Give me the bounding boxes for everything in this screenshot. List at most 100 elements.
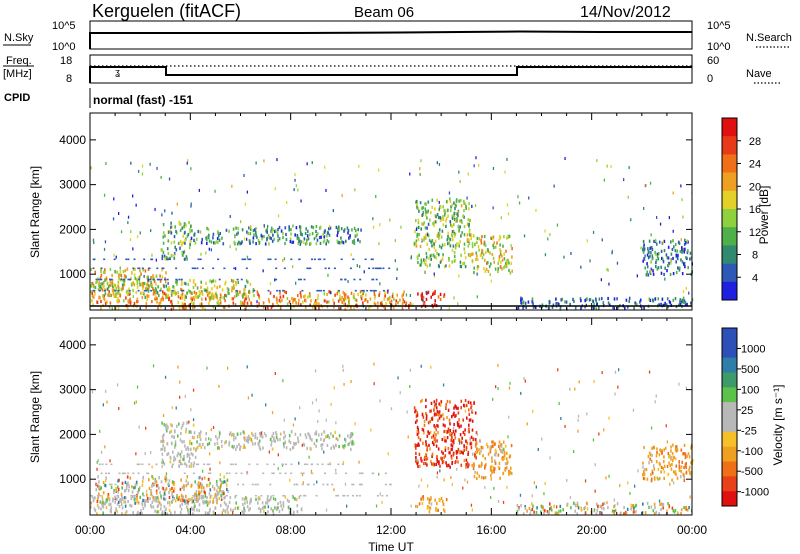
velocity-echo-cell: [595, 512, 598, 516]
velocity-echo-cell: [421, 398, 423, 403]
power-echo-cell: [467, 244, 470, 248]
velocity-echo-cell: [678, 468, 681, 472]
power-scatter-cell: [504, 170, 506, 174]
power-echo-cell: [455, 204, 457, 208]
power-echo-cell: [527, 300, 530, 304]
velocity-streak-cell: [381, 494, 384, 497]
power-echo-cell: [244, 297, 247, 301]
velocity-echo-cell: [236, 445, 238, 449]
velocity-streak-cell: [228, 472, 231, 475]
velocity-scatter-cell: [157, 510, 159, 514]
power-echo-cell: [150, 276, 152, 280]
power-echo-cell: [480, 238, 482, 242]
velocity-echo-cell: [173, 497, 176, 501]
power-echo-cell: [318, 306, 320, 310]
power-echo-cell: [508, 234, 511, 238]
power-echo-cell: [469, 218, 471, 222]
velocity-streak-cell: [331, 483, 334, 486]
power-echo-cell: [170, 299, 173, 304]
power-echo-cell: [647, 256, 650, 260]
power-echo-cell: [196, 295, 198, 299]
velocity-echo-cell: [215, 434, 217, 439]
power-echo-cell: [332, 298, 334, 302]
power-echo-cell: [675, 253, 678, 257]
power-echo-cell: [94, 292, 96, 296]
power-echo-cell: [233, 295, 236, 299]
velocity-echo-cell: [186, 446, 189, 450]
power-echo-cell: [193, 305, 196, 309]
power-echo-cell: [185, 224, 187, 228]
power-scatter-cell: [659, 240, 661, 244]
velocity-echo-cell: [219, 488, 221, 492]
velocity-streak-cell: [334, 472, 337, 475]
power-echo-cell: [374, 294, 376, 298]
power-echo-cell: [91, 282, 94, 286]
velocity-echo-cell: [451, 440, 454, 444]
velocity-colorbar-swatch: [722, 446, 737, 462]
velocity-echo-cell: [425, 414, 428, 418]
velocity-streak-cell: [352, 483, 355, 486]
velocity-echo-cell: [452, 451, 455, 455]
power-echo-cell: [170, 290, 173, 294]
velocity-echo-cell: [472, 467, 475, 471]
power-scatter-cell: [274, 278, 276, 282]
velocity-echo-cell: [271, 447, 274, 451]
velocity-echo-cell: [657, 467, 660, 471]
velocity-echo-cell: [272, 512, 275, 516]
power-echo-cell: [315, 302, 317, 306]
velocity-echo-cell: [268, 499, 270, 503]
velocity-streak-cell: [206, 483, 209, 486]
velocity-echo-cell: [252, 442, 254, 446]
power-streak-cell: [323, 258, 326, 261]
x-axis-label: Time UT: [368, 540, 414, 554]
power-echo-cell: [679, 302, 682, 306]
power-echo-cell: [426, 226, 428, 230]
power-echo-cell: [183, 298, 186, 302]
velocity-echo-cell: [154, 496, 157, 500]
velocity-echo-cell: [576, 501, 579, 505]
power-echo-cell: [338, 290, 341, 294]
velocity-echo-cell: [422, 428, 425, 432]
velocity-echo-cell: [438, 462, 440, 466]
power-echo-cell: [318, 302, 320, 306]
power-echo-cell: [102, 296, 105, 300]
velocity-echo-cell: [155, 491, 158, 495]
velocity-echo-cell: [661, 449, 663, 453]
power-streak-cell: [98, 289, 101, 292]
power-streak-cell: [218, 278, 221, 281]
nsearch-label: N.Search: [746, 32, 792, 44]
velocity-streak-cell: [315, 494, 318, 497]
velocity-echo-cell: [130, 504, 133, 508]
velocity-echo-cell: [670, 467, 673, 471]
power-echo-cell: [94, 270, 96, 274]
power-scatter-cell: [256, 300, 258, 304]
velocity-echo-cell: [115, 489, 117, 493]
power-echo-cell: [197, 229, 200, 234]
power-streak-cell: [374, 289, 377, 292]
power-scatter-cell: [422, 299, 424, 303]
power-echo-cell: [276, 300, 278, 304]
velocity-echo-cell: [177, 434, 179, 438]
power-echo-cell: [216, 286, 219, 290]
velocity-echo-cell: [270, 495, 272, 499]
velocity-echo-cell: [484, 464, 486, 468]
velocity-echo-cell: [243, 512, 245, 516]
velocity-echo-cell: [204, 491, 206, 495]
power-echo-cell: [285, 291, 287, 295]
velocity-echo-cell: [655, 454, 658, 458]
velocity-echo-cell: [506, 466, 508, 470]
velocity-echo-cell: [497, 465, 500, 469]
power-echo-cell: [182, 251, 185, 255]
velocity-streak-cell: [126, 483, 128, 486]
power-echo-cell: [112, 284, 114, 288]
power-echo-cell: [681, 248, 683, 252]
velocity-echo-cell: [258, 495, 260, 499]
power-echo-cell: [116, 299, 118, 303]
velocity-echo-cell: [107, 494, 109, 498]
velocity-echo-cell: [498, 466, 501, 471]
velocity-echo-cell: [220, 440, 223, 444]
velocity-streak-cell: [105, 472, 108, 475]
velocity-echo-cell: [635, 503, 638, 507]
power-echo-cell: [672, 239, 674, 243]
velocity-scatter-cell: [201, 477, 203, 481]
